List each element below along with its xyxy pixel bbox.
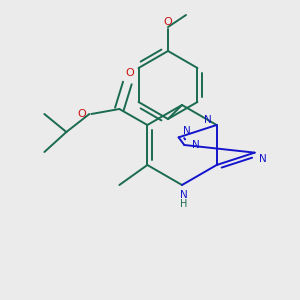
Text: N: N xyxy=(192,140,200,150)
Text: N: N xyxy=(204,115,212,125)
Text: N: N xyxy=(259,154,267,164)
Text: H: H xyxy=(180,199,188,209)
Text: O: O xyxy=(77,109,86,119)
Text: O: O xyxy=(125,68,134,78)
Text: N: N xyxy=(180,190,188,200)
Text: O: O xyxy=(164,17,172,27)
Text: N: N xyxy=(183,126,190,136)
